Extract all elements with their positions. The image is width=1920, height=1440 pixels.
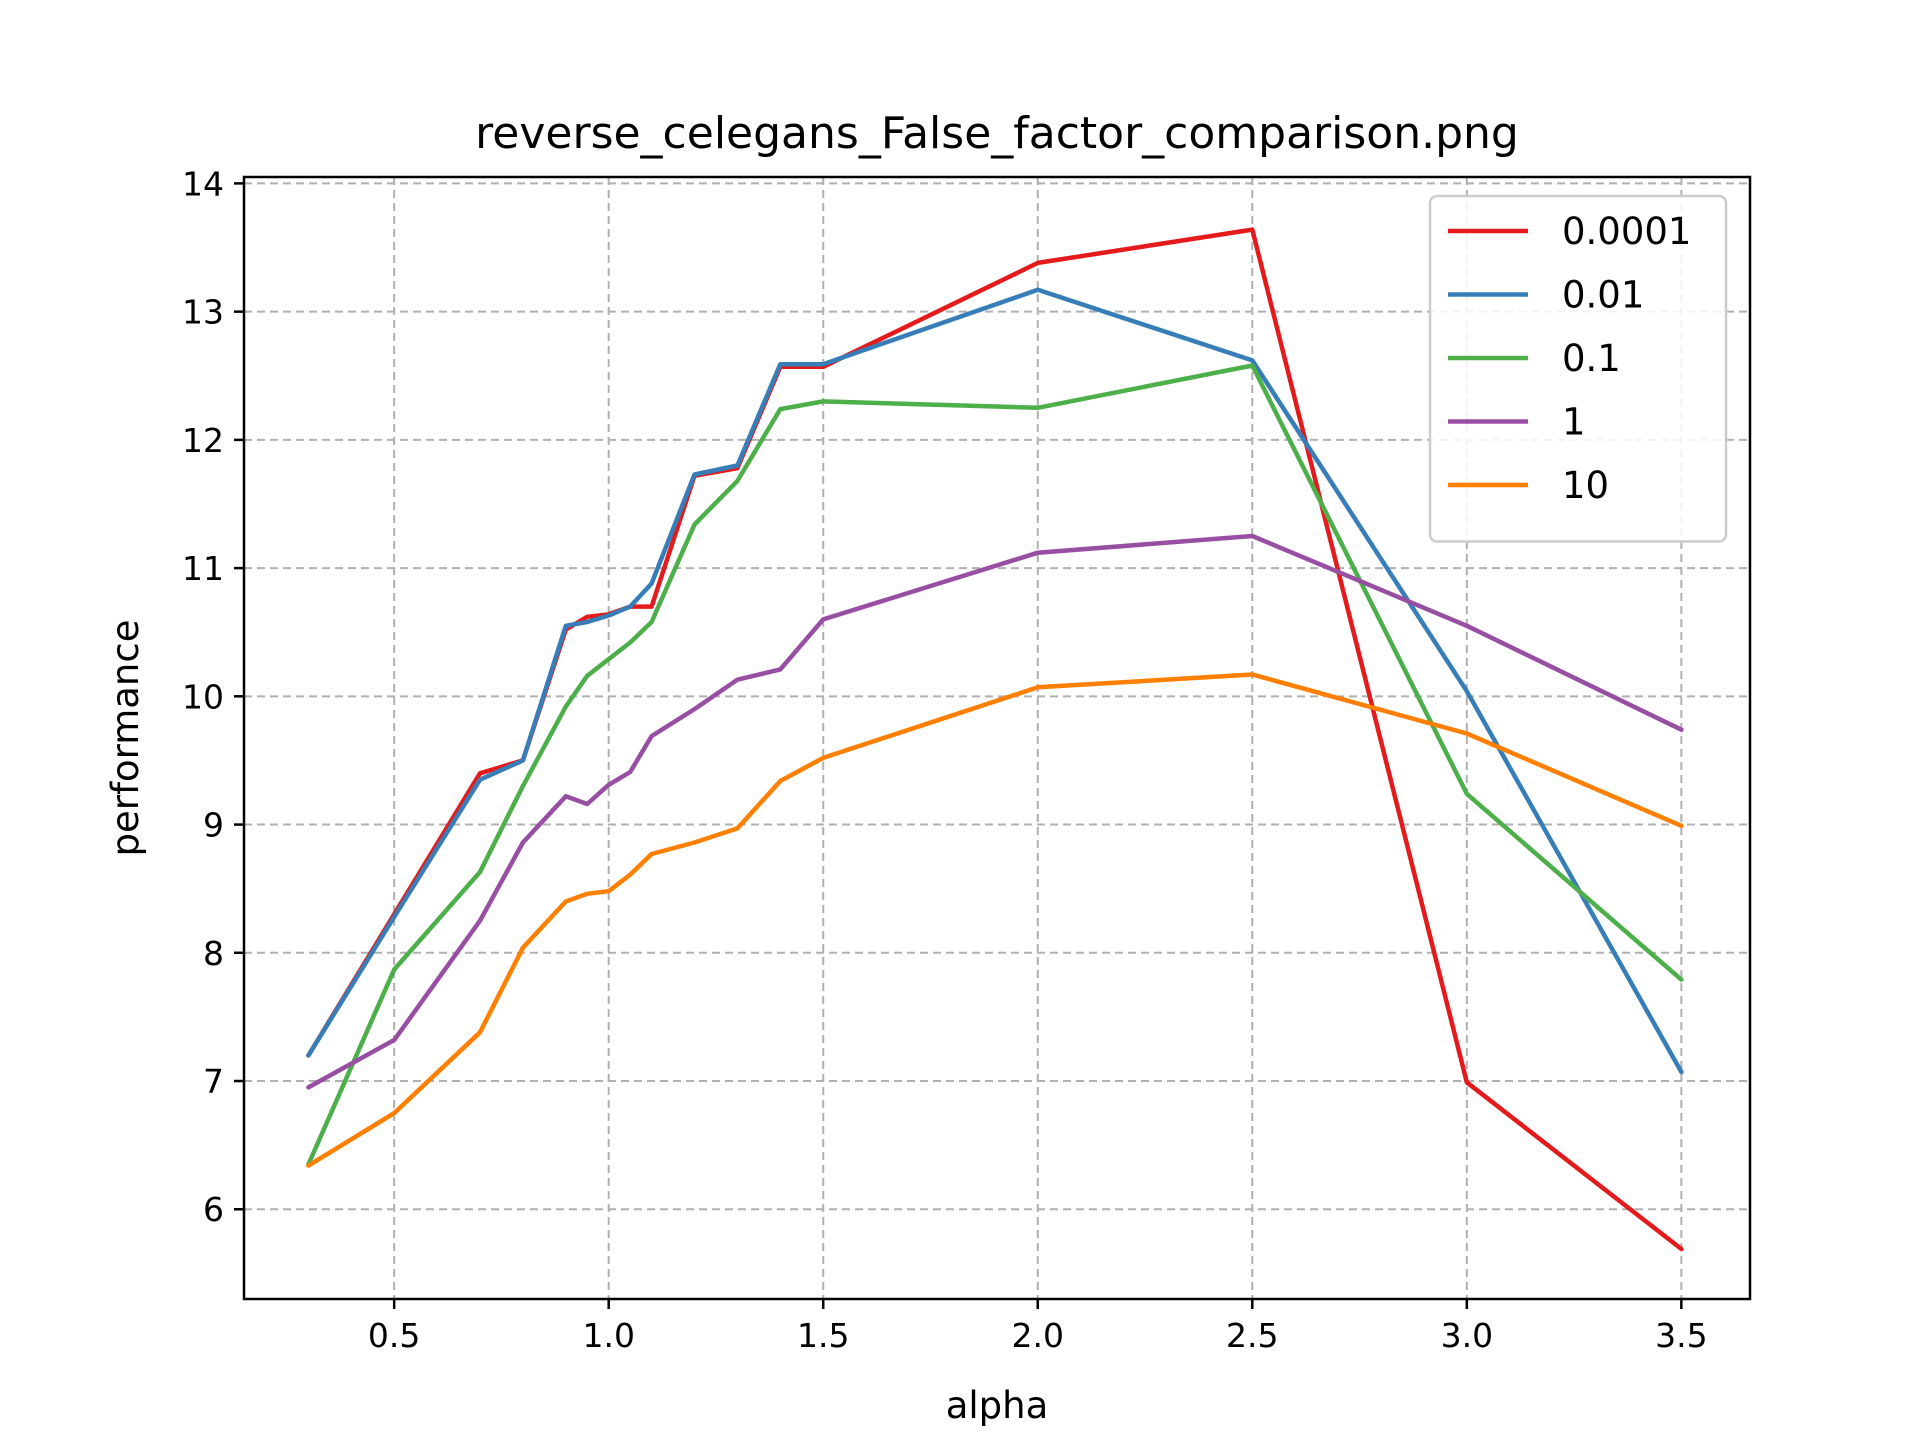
legend-label-1: 1 <box>1562 401 1586 444</box>
x-tick-label: 1.0 <box>582 1316 634 1355</box>
y-tick-label: 13 <box>182 293 224 332</box>
x-tick-label: 3.0 <box>1441 1316 1493 1355</box>
legend-label-0.01: 0.01 <box>1562 274 1644 317</box>
series-line-0.1 <box>306 363 1684 1167</box>
x-tick-label: 0.5 <box>368 1316 420 1355</box>
chart-title: reverse_celegans_False_factor_comparison… <box>475 108 1519 159</box>
series-line-1 <box>306 533 1684 1090</box>
y-tick-label: 10 <box>182 677 224 716</box>
x-tick-label: 2.0 <box>1012 1316 1064 1355</box>
x-tick-label: 3.5 <box>1655 1316 1707 1355</box>
legend-box <box>1428 194 1728 543</box>
series-line-10 <box>306 672 1684 1168</box>
x-axis-label: alpha <box>946 1384 1049 1427</box>
series-lines <box>306 227 1684 1252</box>
y-tick-label: 14 <box>182 164 224 203</box>
x-tick-label: 2.5 <box>1226 1316 1278 1355</box>
y-tick-label: 7 <box>203 1062 224 1101</box>
y-tick-label: 6 <box>203 1190 224 1229</box>
x-axis-ticks: 0.5 1.0 1.5 2.0 2.5 3.0 3.5 <box>368 1299 1708 1355</box>
y-tick-label: 8 <box>203 934 224 973</box>
legend-label-0.0001: 0.0001 <box>1562 210 1691 253</box>
legend-label-10: 10 <box>1562 464 1609 507</box>
legend: 0.0001 0.01 0.1 1 10 <box>1428 194 1728 543</box>
series-line-0.01 <box>306 287 1684 1075</box>
y-axis-label: performance <box>104 620 147 857</box>
legend-label-0.1: 0.1 <box>1562 337 1621 380</box>
x-tick-label: 1.5 <box>797 1316 849 1355</box>
y-axis-ticks: 6 7 8 9 10 11 12 13 14 <box>182 164 244 1229</box>
y-tick-label: 12 <box>182 421 224 460</box>
y-tick-label: 9 <box>203 806 224 845</box>
plot-frame <box>242 175 1752 1301</box>
y-tick-label: 11 <box>182 549 224 588</box>
